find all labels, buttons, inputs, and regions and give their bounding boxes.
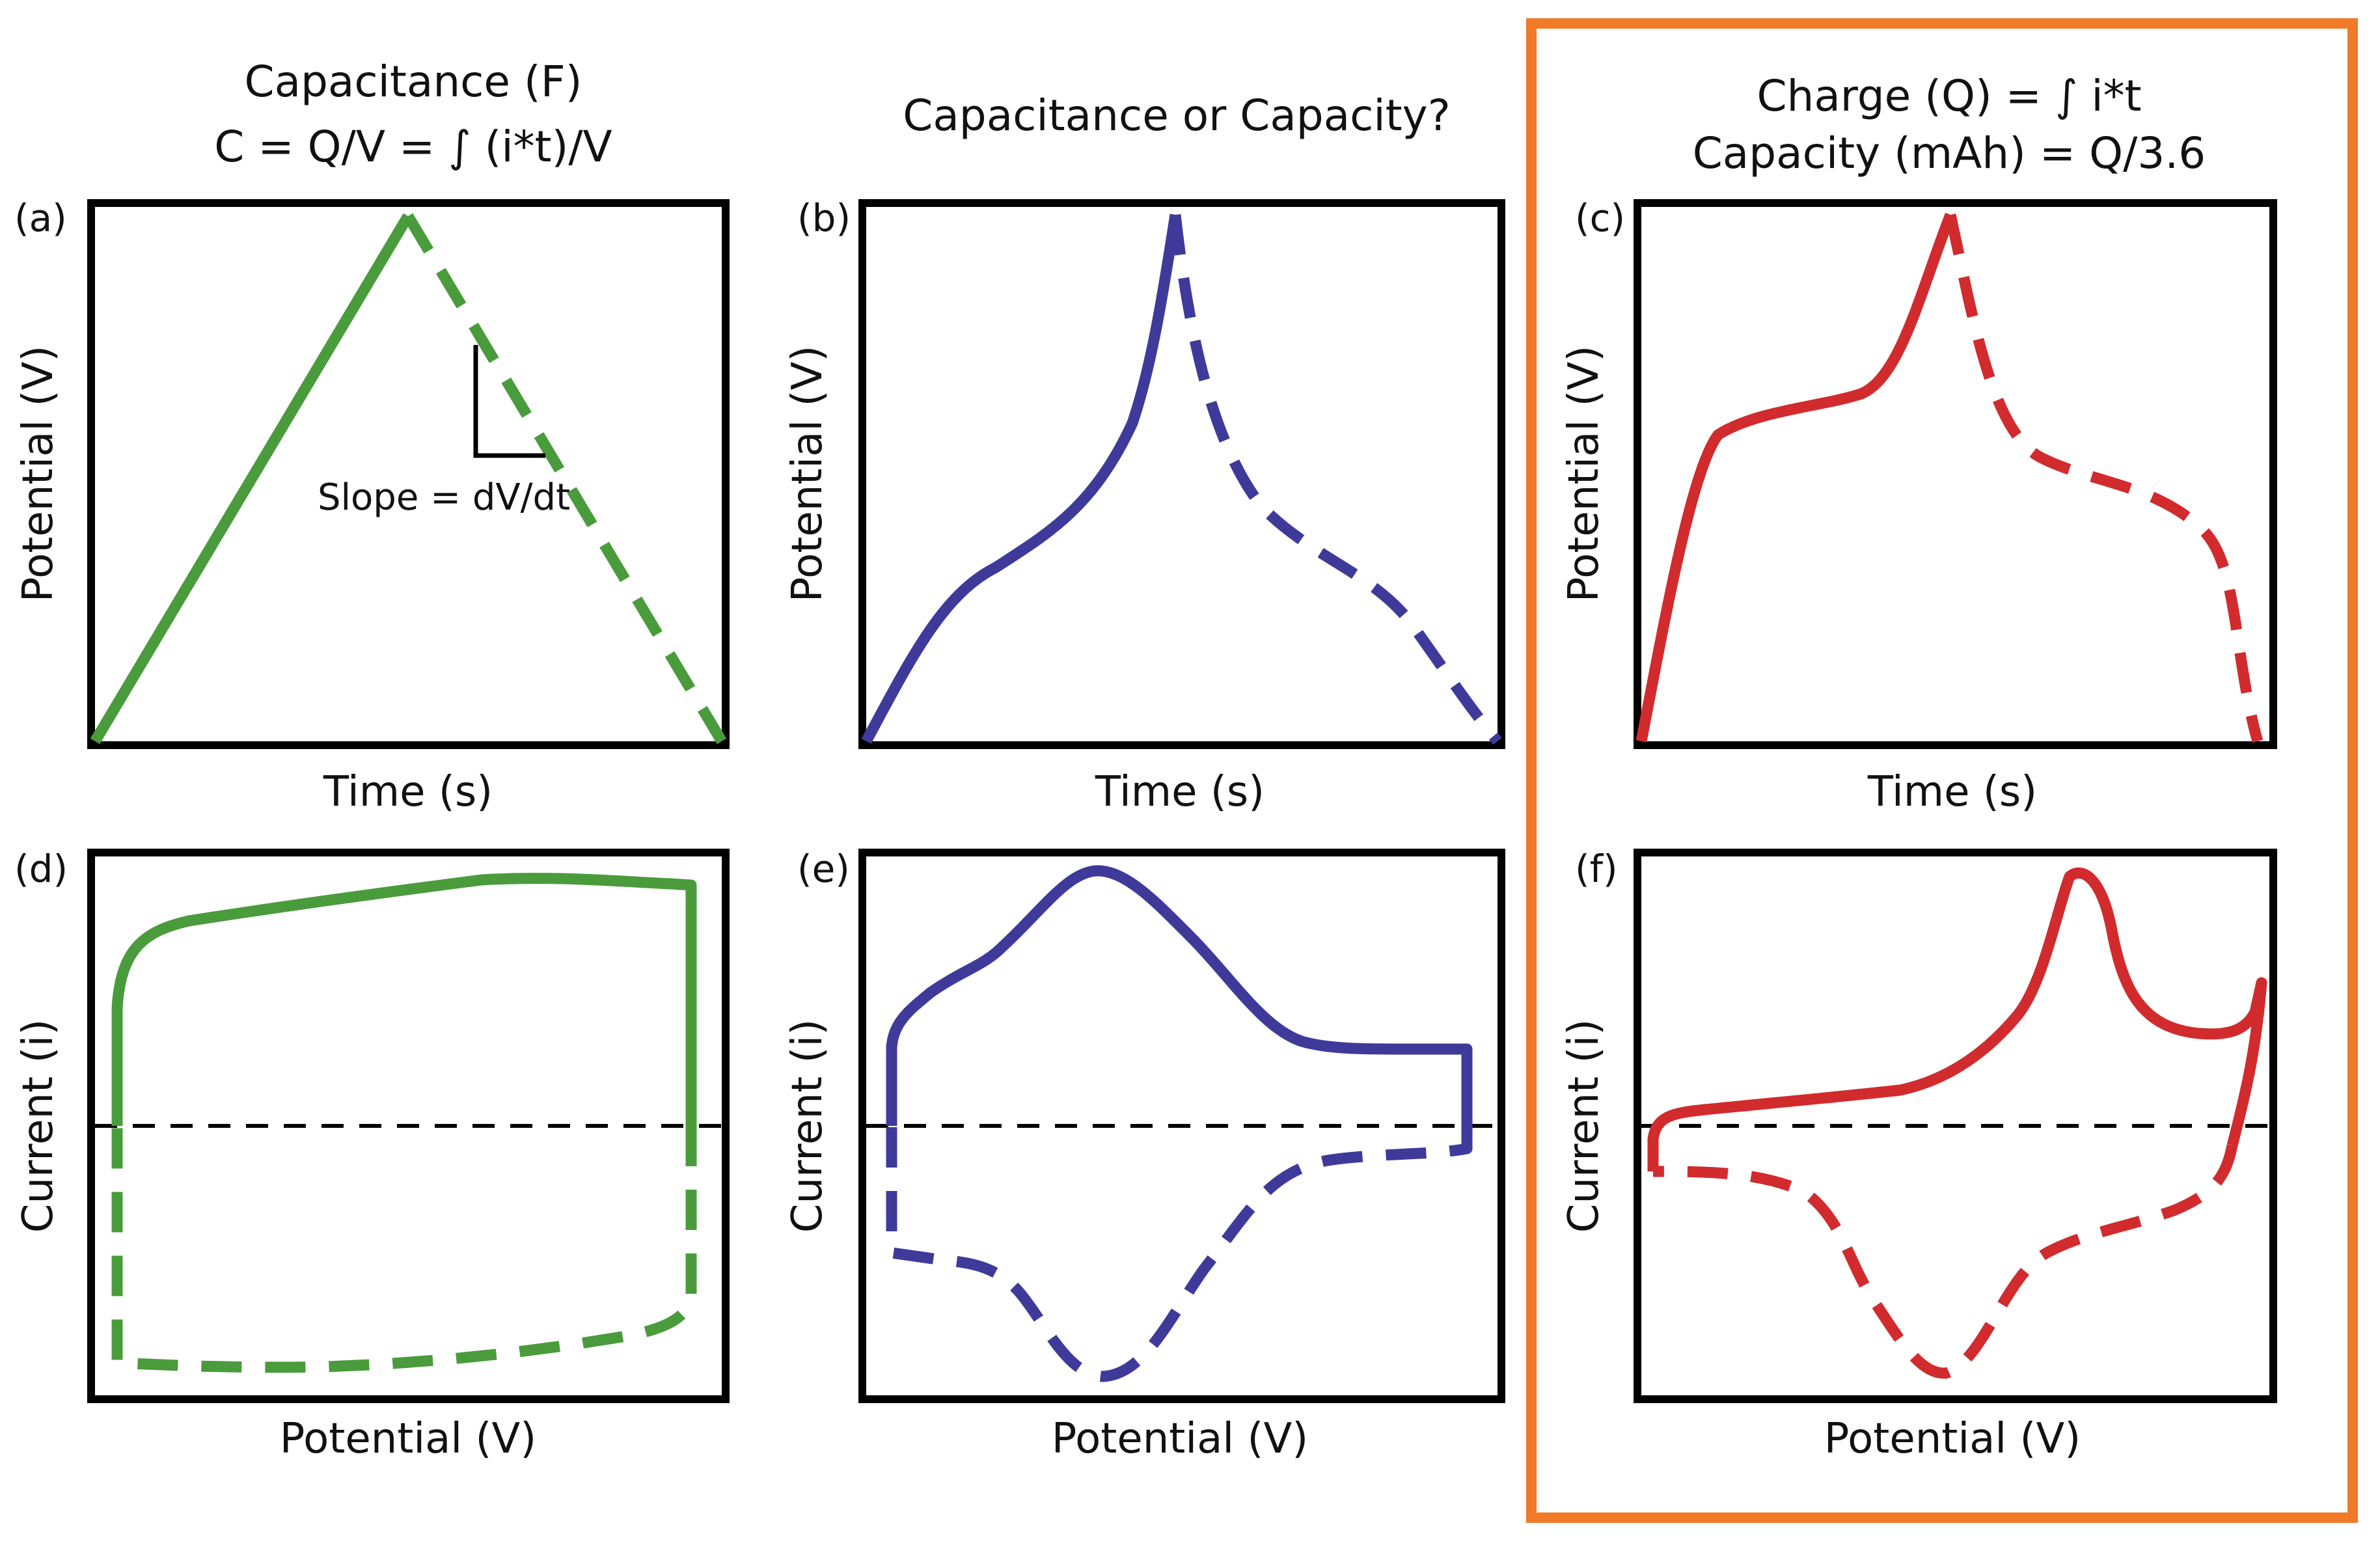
capacitance-formula: C = Q/V = ∫ (i*t)/V	[214, 122, 612, 172]
panel-d-letter: (d)	[14, 847, 68, 891]
panel-a-charge-curve	[90, 213, 413, 745]
panel-b-discharge-curve	[1169, 214, 1502, 745]
panel-e-letter: (e)	[797, 847, 850, 891]
panel-a-frame	[87, 199, 730, 749]
panel-b-xlabel: Time (s)	[1095, 768, 1265, 816]
panel-b-frame	[858, 199, 1505, 749]
capacity-formula: Capacity (mAh) = Q/3.6	[1693, 128, 2206, 178]
panel-f-frame	[1634, 849, 2277, 1403]
panel-d-ylabel: Current (i)	[14, 1019, 62, 1233]
panel-c-frame	[1634, 199, 2277, 749]
panel-a: (a) Potential (V) Time (s) Slope = dV/dt	[14, 196, 730, 816]
panel-e-ylabel: Current (i)	[784, 1019, 832, 1233]
slope-triangle	[473, 345, 545, 458]
panel-a-ylabel: Potential (V)	[14, 346, 62, 602]
panel-a-discharge-curve	[403, 213, 727, 745]
panel-f-xlabel: Potential (V)	[1824, 1415, 2081, 1463]
panel-d: (d) Current (i) Potential (V)	[14, 847, 730, 1463]
panel-e-reduction-curve	[886, 1126, 1473, 1382]
panel-f-ylabel: Current (i)	[1560, 1019, 1608, 1233]
panel-f-reduction-curve	[1652, 1144, 2238, 1379]
panel-d-frame	[87, 849, 730, 1403]
panel-a-xlabel: Time (s)	[323, 768, 493, 816]
panel-f-letter: (f)	[1575, 847, 1618, 891]
panel-c-charge-curve	[1635, 212, 1956, 743]
panel-e-xlabel: Potential (V)	[1052, 1415, 1308, 1463]
panel-d-oxidation-curve	[111, 873, 697, 1126]
panel-a-letter: (a)	[14, 196, 67, 240]
panel-c-letter: (c)	[1575, 196, 1625, 240]
panel-e-frame	[858, 849, 1505, 1403]
slope-label: Slope = dV/dt	[318, 476, 570, 519]
panel-e-oxidation-curve	[886, 865, 1473, 1126]
panel-b-letter: (b)	[797, 196, 851, 240]
capacity-highlight-box	[1526, 18, 2358, 1523]
panel-d-xlabel: Potential (V)	[280, 1415, 536, 1463]
panel-f-oxidation-curve	[1647, 868, 2267, 1171]
panel-d-reduction-curve	[111, 1126, 697, 1373]
panel-c-ylabel: Potential (V)	[1560, 346, 1608, 602]
panel-c-xlabel: Time (s)	[1867, 768, 2037, 816]
panel-b: (b) Potential (V) Time (s)	[784, 196, 1505, 816]
panel-c-discharge-curve	[1945, 213, 2264, 743]
panel-f: (f) Current (i) Potential (V)	[1560, 847, 2277, 1463]
capacitance-or-capacity-title: Capacitance or Capacity?	[903, 90, 1450, 141]
panel-b-charge-curve	[861, 213, 1181, 745]
panel-e: (e) Current (i) Potential (V)	[784, 847, 1505, 1463]
panel-c: (c) Potential (V) Time (s)	[1560, 196, 2277, 816]
capacitance-title: Capacitance (F)	[245, 57, 582, 107]
panel-b-ylabel: Potential (V)	[784, 346, 832, 602]
charge-formula: Charge (Q) = ∫ i*t	[1757, 71, 2141, 121]
